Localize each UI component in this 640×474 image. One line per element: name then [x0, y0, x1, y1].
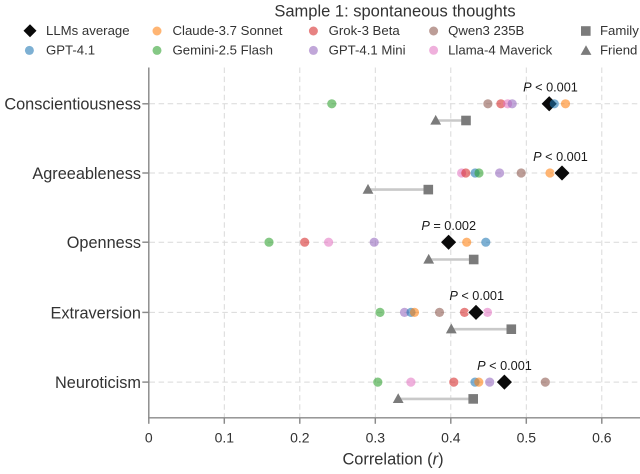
- svg-text:Grok-3 Beta: Grok-3 Beta: [329, 23, 401, 38]
- svg-text:0.5: 0.5: [517, 430, 537, 446]
- svg-text:Sample 1: spontaneous thoughts: Sample 1: spontaneous thoughts: [274, 3, 515, 21]
- svg-text:Openness: Openness: [67, 234, 141, 252]
- svg-text:P < 0.001: P < 0.001: [449, 289, 504, 303]
- svg-text:GPT-4.1 Mini: GPT-4.1 Mini: [329, 43, 406, 58]
- svg-text:0.1: 0.1: [215, 430, 235, 446]
- svg-text:0.2: 0.2: [290, 430, 310, 446]
- svg-text:Friend: Friend: [600, 43, 637, 58]
- svg-text:Qwen3 235B: Qwen3 235B: [448, 23, 524, 38]
- svg-text:Claude-3.7 Sonnet: Claude-3.7 Sonnet: [173, 23, 283, 38]
- svg-text:LLMs average: LLMs average: [46, 23, 130, 38]
- svg-text:P < 0.001: P < 0.001: [533, 150, 588, 164]
- svg-text:Neuroticism: Neuroticism: [55, 374, 141, 392]
- svg-text:Correlation (r): Correlation (r): [342, 451, 443, 469]
- svg-text:Llama-4 Maverick: Llama-4 Maverick: [448, 43, 552, 58]
- svg-text:0.4: 0.4: [441, 430, 461, 446]
- svg-text:Agreeableness: Agreeableness: [32, 165, 141, 183]
- svg-text:0.3: 0.3: [366, 430, 386, 446]
- svg-text:P < 0.001: P < 0.001: [523, 81, 578, 95]
- svg-text:Family: Family: [600, 23, 639, 38]
- svg-text:P < 0.001: P < 0.001: [477, 359, 532, 373]
- svg-text:0.6: 0.6: [592, 430, 612, 446]
- svg-text:Gemini-2.5 Flash: Gemini-2.5 Flash: [173, 43, 273, 58]
- svg-text:P = 0.002: P = 0.002: [421, 219, 476, 233]
- svg-text:GPT-4.1: GPT-4.1: [46, 43, 95, 58]
- svg-text:Extraversion: Extraversion: [51, 304, 142, 322]
- svg-text:Conscientiousness: Conscientiousness: [4, 96, 141, 114]
- svg-text:0: 0: [145, 430, 153, 446]
